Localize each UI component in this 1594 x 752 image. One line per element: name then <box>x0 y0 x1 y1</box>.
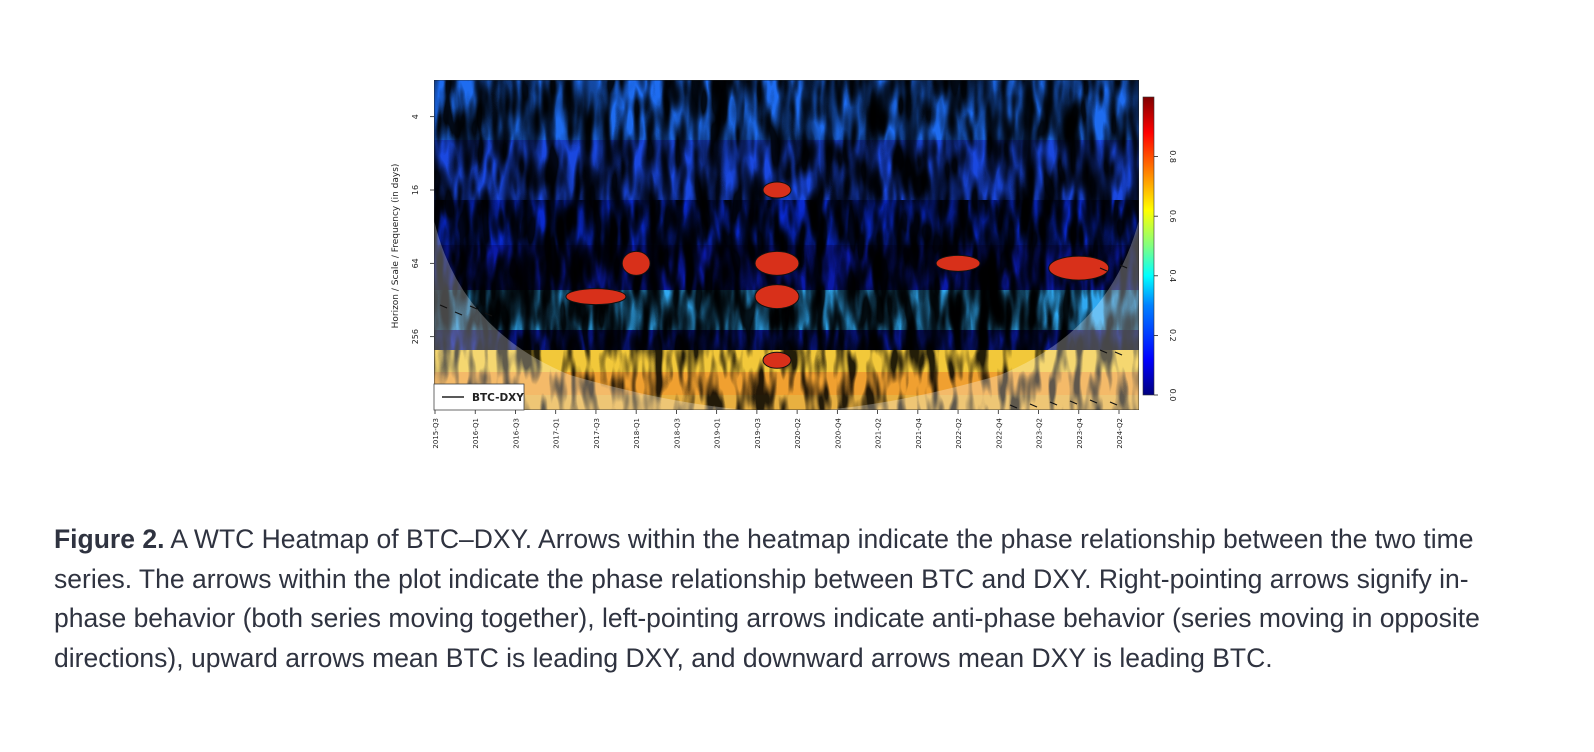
significance-region <box>621 250 651 276</box>
colorbar-tick-label: 0.6 <box>1168 210 1177 223</box>
significance-region <box>754 284 800 310</box>
phase-arrow <box>1029 403 1038 408</box>
x-tick-label: 2015-Q3 <box>432 418 440 449</box>
phase-arrow <box>1099 349 1108 354</box>
colorbar: 0.0 0.2 0.4 0.6 0.8 <box>1142 96 1177 402</box>
phase-arrow <box>1069 400 1078 405</box>
x-tick-label: 2017-Q1 <box>553 418 561 449</box>
x-tick-label: 2022-Q4 <box>995 417 1003 448</box>
legend-entry-btc-dxy: BTC-DXY <box>472 392 524 404</box>
phase-arrow <box>1009 404 1018 409</box>
x-tick-label: 2023-Q2 <box>1036 418 1044 449</box>
colorbar-tick-label: 0.2 <box>1168 329 1177 342</box>
significance-region <box>754 250 800 276</box>
phase-arrow <box>484 312 493 317</box>
x-tick-label: 2023-Q4 <box>1076 417 1084 448</box>
phase-arrow <box>469 305 478 310</box>
phase-arrow <box>439 304 448 309</box>
figure-label: Figure 2. <box>54 524 165 554</box>
x-tick-label: 2024-Q2 <box>1116 418 1124 449</box>
significance-region <box>935 254 981 272</box>
x-tick-label: 2017-Q3 <box>593 418 601 449</box>
y-axis-label: Horizon / Scale / Frequency (in days) <box>391 164 401 329</box>
x-tick-label: 2018-Q1 <box>633 418 641 449</box>
phase-arrow <box>1109 401 1118 406</box>
y-tick-label: 16 <box>411 185 420 195</box>
heatmap-field <box>434 80 1139 410</box>
phase-arrows <box>439 264 1128 409</box>
phase-arrow <box>1114 351 1123 356</box>
x-tick-label: 2016-Q3 <box>512 418 520 449</box>
phase-arrow <box>1119 264 1128 269</box>
x-tick-label: 2019-Q1 <box>714 418 722 449</box>
phase-arrow <box>1049 401 1058 406</box>
significance-region <box>1048 255 1110 281</box>
figure-caption-text: A WTC Heatmap of BTC–DXY. Arrows within … <box>54 524 1480 673</box>
phase-arrow <box>454 311 463 316</box>
significance-contours <box>565 181 1110 369</box>
legend: BTC-DXY <box>433 383 525 411</box>
figure-caption: Figure 2. A WTC Heatmap of BTC–DXY. Arro… <box>54 520 1514 678</box>
colorbar-tick-label: 0.4 <box>1168 269 1177 282</box>
significance-region <box>762 181 792 199</box>
colorbar-tick-label: 0.0 <box>1168 389 1177 402</box>
x-tick-label: 2019-Q3 <box>754 418 762 449</box>
x-tick-label: 2021-Q2 <box>875 418 883 449</box>
x-axis: 2015-Q3 2016-Q1 2016-Q3 2017-Q1 2017-Q3 2018-… <box>432 410 1124 449</box>
x-tick-label: 2022-Q2 <box>955 418 963 449</box>
y-axis: 4 16 64 256 <box>411 114 434 344</box>
colorbar-tick-label: 0.8 <box>1168 150 1177 163</box>
x-tick-label: 2020-Q2 <box>794 418 802 449</box>
x-tick-label: 2021-Q4 <box>915 417 923 448</box>
y-tick-label: 4 <box>411 114 420 119</box>
significance-region <box>565 288 627 306</box>
y-tick-label: 256 <box>411 329 420 344</box>
phase-arrow <box>1099 267 1108 272</box>
x-tick-label: 2020-Q4 <box>834 417 842 448</box>
x-tick-label: 2018-Q3 <box>673 418 681 449</box>
x-tick-label: 2016-Q1 <box>472 418 480 449</box>
y-tick-label: 64 <box>411 258 420 268</box>
phase-arrow <box>1089 399 1098 404</box>
significance-region <box>762 351 792 369</box>
